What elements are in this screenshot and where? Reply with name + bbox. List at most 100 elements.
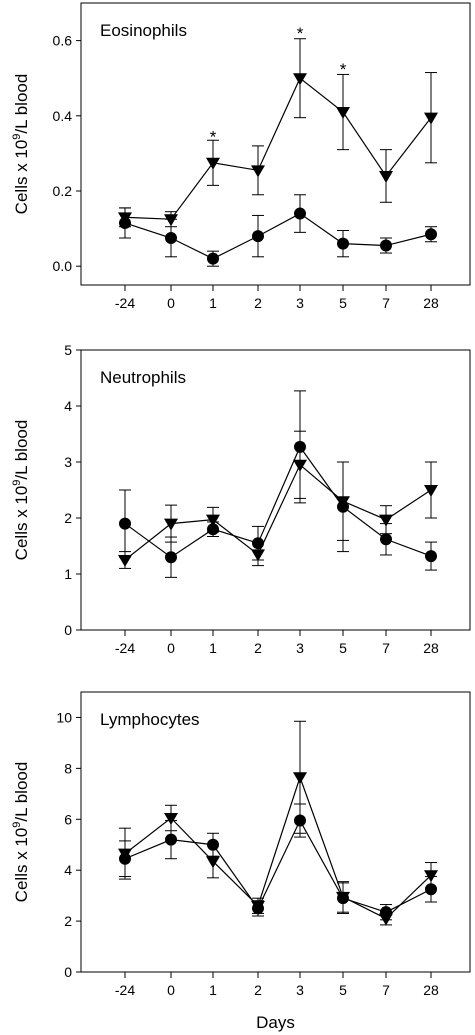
x-tick-label: 5 [339,640,347,656]
y-tick-label: 5 [64,342,72,358]
data-point-circle [380,533,392,546]
data-point-circle [294,814,306,827]
series-circle [119,390,437,578]
data-point-circle [380,906,392,919]
series-line [124,819,432,913]
data-point-circle [207,838,219,851]
y-axis-label: Cells x 109/L blood [11,74,31,215]
data-point-circle [207,523,219,536]
series-line [124,775,432,920]
x-tick-label: 7 [382,295,390,311]
x-tick-label: 28 [423,982,439,998]
y-tick-label: 0.0 [53,258,73,274]
x-tick-label: 3 [296,982,304,998]
data-point-circle [207,252,219,265]
panel-title: Lymphocytes [100,710,200,729]
x-tick-label: 1 [209,640,217,656]
y-tick-label: 0.6 [53,33,73,49]
x-tick-label: 28 [423,640,439,656]
x-tick-label: 7 [382,982,390,998]
data-point-circle [337,500,349,513]
data-point-triangle [118,555,132,567]
y-tick-label: 0 [64,622,72,638]
x-tick-label: -24 [115,295,135,311]
panel-title: Eosinophils [100,21,187,40]
significance-star: * [210,127,217,146]
data-point-circle [252,537,264,550]
x-tick-label: 2 [254,295,262,311]
y-tick-label: 2 [64,510,72,526]
y-tick-label: 3 [64,454,72,470]
x-tick-label: 3 [296,640,304,656]
panel-lymphocytes: 0 2 4 6 8 10 -24 0 1 2 3 5 7 28 Lymphocytes Cells x 109… [11,691,471,1032]
y-tick-label: 10 [56,709,72,725]
x-tick-label: 7 [382,640,390,656]
x-tick-label: -24 [115,640,135,656]
data-point-circle [119,216,131,229]
data-point-circle [165,833,177,846]
data-point-circle [425,550,437,563]
series-circle [119,803,437,921]
data-point-triangle [206,514,220,527]
series-line [124,463,432,561]
data-point-circle [252,902,264,915]
data-point-circle [337,237,349,250]
data-point-triangle [424,112,438,125]
significance-star: * [297,24,304,43]
y-tick-label: 1 [64,566,72,582]
data-point-circle [165,232,177,244]
y-tick-label: 0 [64,964,72,980]
data-point-circle [380,239,392,252]
data-point-triangle [336,107,350,120]
data-point-circle [294,440,306,453]
y-axis-label: Cells x 109/L blood [11,762,31,903]
data-point-triangle [293,772,307,785]
x-tick-label: 0 [167,640,175,656]
data-point-triangle [251,165,265,178]
series-circle [119,194,437,267]
x-tick-label: 28 [423,295,439,311]
x-tick-label: 0 [167,982,175,998]
data-point-triangle [293,73,307,86]
data-point-circle [119,852,131,865]
y-tick-label: 4 [64,398,72,414]
series-triangle-down [118,430,438,569]
x-tick-label: 0 [167,295,175,311]
x-tick-label: 5 [339,982,347,998]
data-point-triangle [379,514,393,527]
data-point-circle [337,892,349,905]
plot-frame [80,691,471,973]
x-tick-label: 3 [296,295,304,311]
data-point-circle [425,883,437,896]
plot-frame [80,2,471,286]
panel-neutrophils: 0 1 2 3 4 5 -24 0 1 2 3 5 7 28 Neutrophils Cells x 109/… [11,342,471,656]
series-line [124,77,432,220]
data-point-circle [294,207,306,220]
series-triangle-down [118,720,438,926]
x-tick-label: 2 [254,640,262,656]
y-axis-label: Cells x 109/L blood [11,420,31,561]
series-triangle-down [118,38,438,228]
data-point-circle [119,517,131,530]
y-tick-label: 0.4 [53,108,73,124]
data-point-triangle [206,157,220,170]
data-point-circle [425,228,437,241]
x-axis-label: Days [256,1013,295,1032]
data-point-triangle [424,485,438,497]
x-tick-label: 2 [254,982,262,998]
y-tick-label: 4 [64,862,72,878]
panel-eosinophils: 0.0 0.2 0.4 0.6 -24 0 1 2 3 5 7 28 Eosinophils Cells … [11,2,471,311]
data-point-triangle [379,170,393,183]
x-tick-label: 5 [339,295,347,311]
data-point-circle [165,551,177,564]
y-tick-label: 0.2 [53,183,73,199]
significance-star: * [340,60,347,79]
y-tick-label: 6 [64,811,72,827]
data-point-triangle [164,518,178,531]
y-tick-label: 2 [64,913,72,929]
y-tick-label: 8 [64,760,72,776]
data-point-triangle [206,856,220,869]
x-tick-label: -24 [115,982,135,998]
series-line [124,445,432,558]
